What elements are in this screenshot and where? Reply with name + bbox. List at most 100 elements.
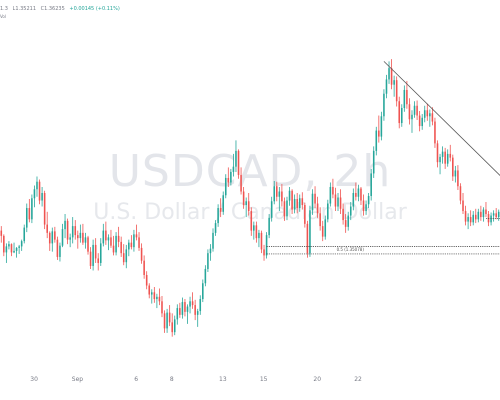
candle-body [340, 198, 342, 209]
candle-body [439, 157, 441, 162]
candle-body [263, 249, 265, 255]
candle-body [31, 198, 33, 219]
candle-body [182, 302, 184, 315]
candle-body [143, 261, 145, 275]
candle-body [192, 301, 194, 305]
candle-body [327, 204, 329, 220]
candle-body [62, 229, 64, 246]
candle-body [233, 167, 235, 172]
candle-body [319, 213, 321, 226]
candle-body [44, 193, 46, 225]
candle-body [67, 221, 69, 240]
candle-body [393, 80, 395, 85]
candle-body [136, 234, 138, 237]
candle-body [355, 193, 357, 197]
candle-body [240, 175, 242, 192]
candle-body [74, 226, 76, 235]
candle-body [381, 116, 383, 136]
candle-body [409, 104, 411, 119]
candle-body [29, 208, 31, 219]
candle-body [253, 225, 255, 230]
candle-body [174, 319, 176, 332]
candle-body [141, 248, 143, 261]
candle-body [271, 201, 273, 218]
candle-body [230, 172, 232, 183]
candle-body [314, 194, 316, 204]
candle-body [36, 182, 38, 190]
candle-body [498, 212, 500, 217]
candle-body [488, 214, 490, 222]
time-axis[interactable]: 30 Sep 6 8 13 15 20 22 [0, 368, 500, 400]
candle-body [212, 233, 214, 249]
candle-body [472, 215, 474, 223]
candle-body [189, 301, 191, 306]
candle-body [222, 195, 224, 212]
candle-body [467, 217, 469, 222]
candle-body [284, 201, 286, 216]
candle-body [363, 201, 365, 212]
candle-body [460, 186, 462, 200]
candle-body [281, 191, 283, 201]
candle-body [202, 283, 204, 299]
candle-body [353, 193, 355, 207]
candle-body [199, 299, 201, 311]
candle-body [97, 258, 99, 263]
candle-body [268, 218, 270, 235]
time-axis-label: Sep [72, 376, 83, 383]
time-axis-label: 15 [260, 376, 268, 383]
candle-body [462, 201, 464, 212]
candle-body [46, 225, 48, 233]
candle-body [289, 191, 291, 201]
candle-body [110, 237, 112, 245]
candle-body [220, 208, 222, 212]
candle-body [80, 233, 82, 238]
candle-body [34, 189, 36, 198]
candle-body [478, 212, 480, 220]
candle-body [159, 297, 161, 302]
candle-body [243, 191, 245, 205]
candle-body [16, 248, 18, 251]
candle-body [452, 158, 454, 177]
candle-body [345, 220, 347, 227]
candle-body [307, 224, 309, 253]
candle-body [82, 233, 84, 243]
candle-body [396, 80, 398, 101]
candlestick-chart[interactable] [0, 0, 500, 368]
candle-body [391, 68, 393, 85]
candle-body [21, 241, 23, 246]
candle-body [164, 313, 166, 328]
candle-body [115, 236, 117, 253]
time-axis-label: 30 [30, 376, 38, 383]
candle-body [13, 251, 15, 253]
candle-body [179, 308, 181, 315]
candle-body [138, 237, 140, 248]
candle-body [228, 178, 230, 183]
candle-body [123, 253, 125, 262]
candle-body [187, 307, 189, 312]
candle-body [169, 313, 171, 323]
candle-body [495, 213, 497, 217]
candle-body [23, 228, 25, 242]
candle-body [6, 246, 8, 252]
candle-body [205, 269, 207, 283]
candle-body [294, 199, 296, 210]
candle-body [197, 311, 199, 315]
candle-body [324, 219, 326, 236]
candle-body [103, 231, 105, 244]
candle-body [490, 216, 492, 223]
candle-body [358, 188, 360, 196]
candle-body [304, 205, 306, 224]
candle-body [317, 204, 319, 214]
candle-body [238, 151, 240, 175]
candle-body [250, 211, 252, 231]
candle-body [217, 208, 219, 223]
candle-body [146, 275, 148, 286]
candle-body [156, 297, 158, 299]
candle-body [388, 68, 390, 79]
candle-body [296, 199, 298, 208]
candle-body [85, 237, 87, 242]
candle-body [90, 252, 92, 266]
candle-body [347, 216, 349, 227]
candle-body [11, 244, 13, 252]
